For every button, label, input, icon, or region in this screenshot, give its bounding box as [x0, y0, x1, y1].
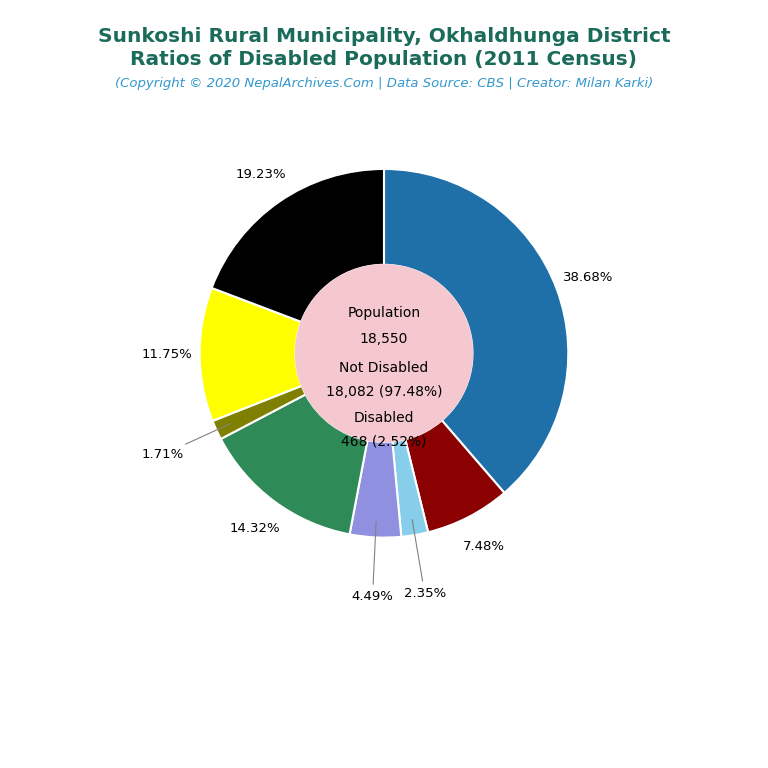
- Text: 38.68%: 38.68%: [563, 271, 613, 284]
- Text: (Copyright © 2020 NepalArchives.Com | Data Source: CBS | Creator: Milan Karki): (Copyright © 2020 NepalArchives.Com | Da…: [115, 77, 653, 90]
- Text: Ratios of Disabled Population (2011 Census): Ratios of Disabled Population (2011 Cens…: [131, 50, 637, 69]
- Text: Population: Population: [347, 306, 421, 319]
- Text: 18,550: 18,550: [360, 332, 408, 346]
- Wedge shape: [406, 420, 505, 532]
- Text: 18,082 (97.48%): 18,082 (97.48%): [326, 385, 442, 399]
- Wedge shape: [392, 439, 428, 537]
- Text: Sunkoshi Rural Municipality, Okhaldhunga District: Sunkoshi Rural Municipality, Okhaldhunga…: [98, 27, 670, 46]
- Wedge shape: [213, 386, 306, 439]
- Text: Not Disabled: Not Disabled: [339, 361, 429, 375]
- Wedge shape: [349, 440, 402, 538]
- Text: 468 (2.52%): 468 (2.52%): [341, 435, 427, 449]
- Text: 14.32%: 14.32%: [229, 521, 280, 535]
- Text: 1.71%: 1.71%: [141, 423, 230, 461]
- Text: Disabled: Disabled: [354, 411, 414, 425]
- Wedge shape: [220, 395, 367, 535]
- Text: 19.23%: 19.23%: [235, 167, 286, 180]
- Text: 4.49%: 4.49%: [352, 521, 393, 603]
- Circle shape: [296, 265, 472, 442]
- Text: 7.48%: 7.48%: [463, 540, 505, 553]
- Text: 2.35%: 2.35%: [403, 520, 445, 600]
- Wedge shape: [212, 169, 384, 322]
- Text: 11.75%: 11.75%: [141, 348, 192, 361]
- Wedge shape: [200, 288, 302, 421]
- Wedge shape: [384, 169, 568, 493]
